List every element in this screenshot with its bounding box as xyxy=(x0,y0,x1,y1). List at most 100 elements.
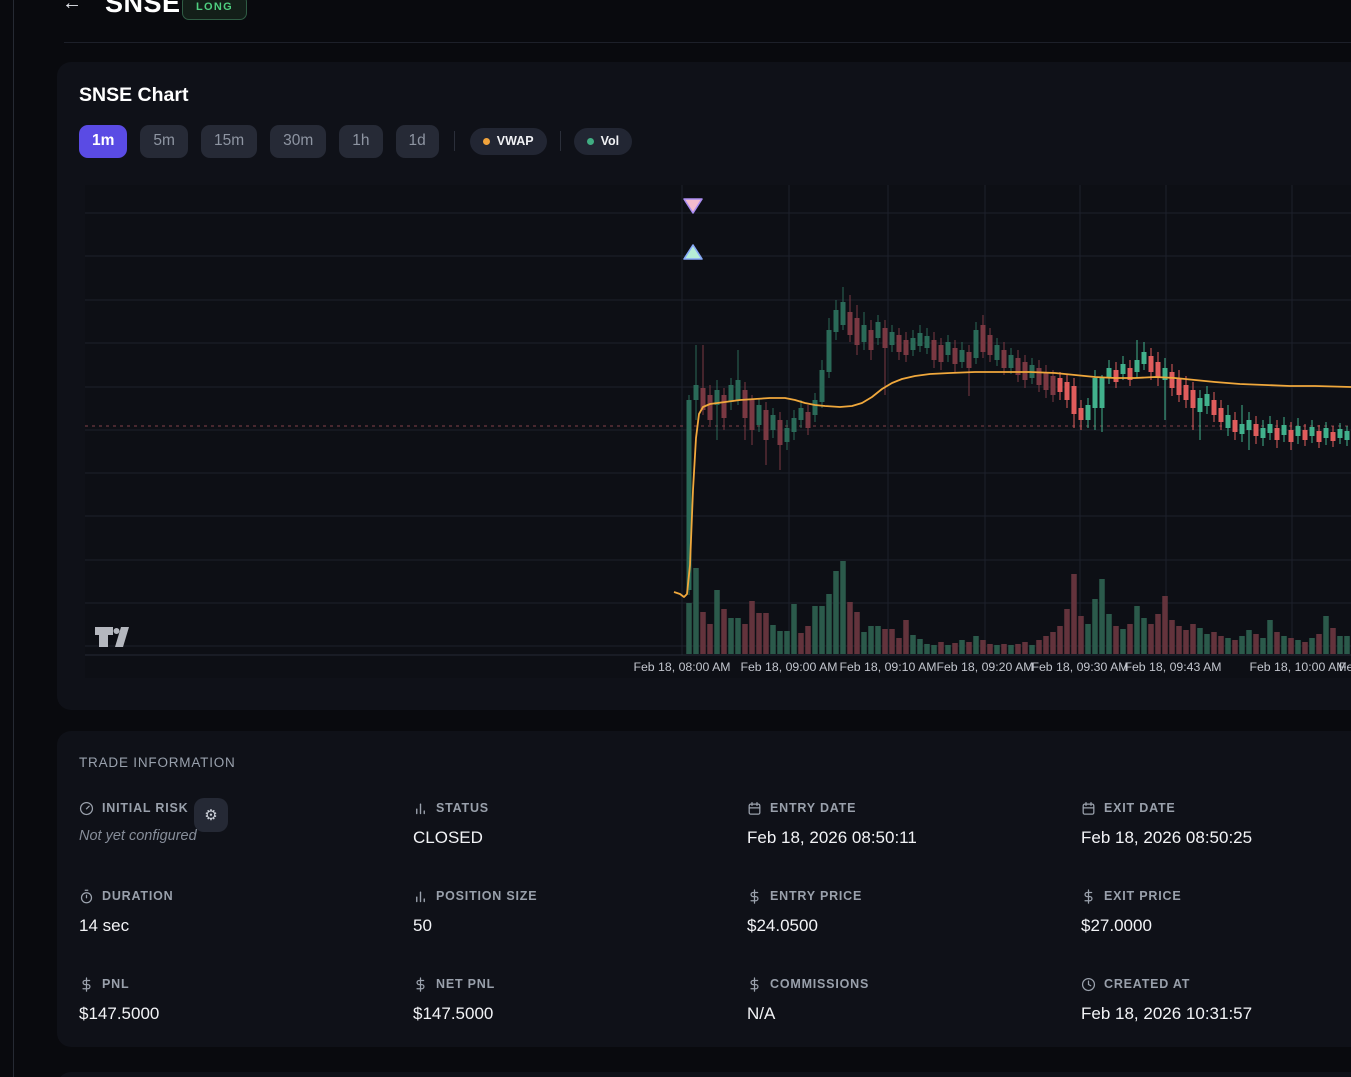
info-label-row: POSITION SIZE xyxy=(413,888,747,904)
svg-text:Feb 18, 10:00 AM: Feb 18, 10:00 AM xyxy=(1249,660,1346,674)
info-value: $27.0000 xyxy=(1081,916,1152,935)
indicator-label: VWAP xyxy=(496,134,534,148)
info-label-row: EXIT PRICE xyxy=(1081,888,1351,904)
entry-buy-marker-icon xyxy=(683,244,703,260)
bar-chart-icon xyxy=(413,801,428,816)
chart-title: SNSE Chart xyxy=(79,84,189,106)
info-label: INITIAL RISK xyxy=(102,801,189,815)
info-cell-commissions: COMMISSIONS N/A xyxy=(747,976,1081,1064)
volume-bars-layer xyxy=(686,561,1350,654)
info-label-row: DURATION xyxy=(79,888,413,904)
info-label-row: STATUS xyxy=(413,800,747,816)
info-value: $147.5000 xyxy=(413,1004,494,1023)
info-value: Feb 18, 2026 10:31:57 xyxy=(1081,1004,1253,1023)
info-label-row: ENTRY PRICE xyxy=(747,888,1081,904)
timeframe-button-30m[interactable]: 30m xyxy=(270,124,327,158)
info-label: CREATED AT xyxy=(1104,977,1191,991)
info-label: PNL xyxy=(102,977,130,991)
info-label: NET PNL xyxy=(436,977,496,991)
info-cell-entry-price: ENTRY PRICE $24.0500 xyxy=(747,888,1081,976)
info-value: 14 sec xyxy=(79,916,130,935)
clock-icon xyxy=(1081,977,1096,992)
long-badge: LONG xyxy=(182,0,247,20)
top-header: ← SNSE LONG xyxy=(14,0,1351,43)
dollar-icon xyxy=(79,976,94,992)
svg-text:Feb 18, 09:10 AM: Feb 18, 09:10 AM xyxy=(839,660,936,674)
indicator-toggle-vol[interactable]: Vol xyxy=(573,127,633,155)
stopwatch-icon xyxy=(79,889,94,904)
info-cell-net-pnl: NET PNL $147.5000 xyxy=(413,976,747,1064)
info-cell-initial-risk: INITIAL RISK ⚙ Not yet configured xyxy=(79,798,413,888)
info-value: Not yet configured xyxy=(79,828,197,844)
vol-dot-icon xyxy=(586,137,594,145)
info-label-row: NET PNL xyxy=(413,976,747,992)
svg-text:Feb 18, 09:43 AM: Feb 18, 09:43 AM xyxy=(1124,660,1221,674)
info-label: EXIT DATE xyxy=(1104,801,1176,815)
timeframe-button-1h[interactable]: 1h xyxy=(339,124,383,158)
svg-text:Feb: Feb xyxy=(1339,660,1351,674)
info-cell-exit-price: EXIT PRICE $27.0000 xyxy=(1081,888,1351,976)
info-label: ENTRY PRICE xyxy=(770,889,863,903)
svg-text:Feb 18, 09:00 AM: Feb 18, 09:00 AM xyxy=(740,660,837,674)
initial-risk-settings-button[interactable]: ⚙ xyxy=(194,798,228,832)
indicator-label: Vol xyxy=(600,134,620,148)
page-title: SNSE xyxy=(105,0,181,18)
bar-chart-icon xyxy=(413,889,428,904)
info-cell-created-at: CREATED AT Feb 18, 2026 10:31:57 xyxy=(1081,976,1351,1064)
price-chart[interactable]: Feb 18, 08:00 AM Feb 18, 09:00 AM Feb 18, … xyxy=(85,185,1351,678)
time-axis-labels: Feb 18, 08:00 AM Feb 18, 09:00 AM Feb 18, … xyxy=(633,660,1351,674)
info-value: CLOSED xyxy=(413,828,483,847)
info-label-row: CREATED AT xyxy=(1081,976,1351,992)
info-cell-duration: DURATION 14 sec xyxy=(79,888,413,976)
timeframe-button-5m[interactable]: 5m xyxy=(140,124,188,158)
info-value: $24.0500 xyxy=(747,916,818,935)
info-label: STATUS xyxy=(436,801,489,815)
header-divider xyxy=(64,42,1351,43)
info-cell-position-size: POSITION SIZE 50 xyxy=(413,888,747,976)
info-value: Feb 18, 2026 08:50:25 xyxy=(1081,828,1253,847)
info-cell-pnl: PNL $147.5000 xyxy=(79,976,413,1064)
info-label-row: COMMISSIONS xyxy=(747,976,1081,992)
exit-sell-marker-icon xyxy=(683,198,703,214)
dollar-icon xyxy=(413,976,428,992)
calendar-icon xyxy=(747,801,762,816)
info-value: Feb 18, 2026 08:50:11 xyxy=(747,828,917,847)
dollar-icon xyxy=(1081,888,1096,904)
info-label: DURATION xyxy=(102,889,174,903)
indicator-divider xyxy=(559,131,561,151)
trade-info-title: TRADE INFORMATION xyxy=(79,755,236,770)
svg-text:Feb 18, 09:30 AM: Feb 18, 09:30 AM xyxy=(1031,660,1128,674)
trade-info-card: TRADE INFORMATION INITIAL RISK ⚙ Not yet c… xyxy=(57,731,1351,1047)
next-card-partial xyxy=(57,1072,1351,1077)
trade-info-grid: INITIAL RISK ⚙ Not yet configured STATUS CLO… xyxy=(79,798,1351,1064)
sidebar-edge xyxy=(0,0,14,1077)
indicator-group: VWAP Vol xyxy=(469,127,633,155)
info-value: N/A xyxy=(747,1004,776,1023)
calendar-icon xyxy=(1081,801,1096,816)
info-label-row: EXIT DATE xyxy=(1081,800,1351,816)
info-value: 50 xyxy=(413,916,432,935)
info-label: EXIT PRICE xyxy=(1104,889,1182,903)
timeframe-button-1d[interactable]: 1d xyxy=(395,124,439,158)
dollar-icon xyxy=(747,888,762,904)
info-label-row: PNL xyxy=(79,976,413,992)
info-cell-exit-date: EXIT DATE Feb 18, 2026 08:50:25 xyxy=(1081,800,1351,888)
vwap-dot-icon xyxy=(482,137,490,145)
info-label: COMMISSIONS xyxy=(770,977,870,991)
info-cell-entry-date: ENTRY DATE Feb 18, 2026 08:50:11 xyxy=(747,800,1081,888)
gauge-icon xyxy=(79,801,94,816)
vwap-line xyxy=(673,371,1351,598)
timeframe-button-1m[interactable]: 1m xyxy=(79,124,128,158)
svg-text:Feb 18, 09:20 AM: Feb 18, 09:20 AM xyxy=(936,660,1033,674)
dollar-icon xyxy=(747,976,762,992)
tradingview-logo-icon xyxy=(95,627,129,647)
info-label-row: ENTRY DATE xyxy=(747,800,1081,816)
svg-text:Feb 18, 08:00 AM: Feb 18, 08:00 AM xyxy=(633,660,730,674)
back-button[interactable]: ← xyxy=(62,0,82,15)
chart-card: SNSE Chart 1m 5m 15m 30m 1h 1d VWAP Vol Feb 18… xyxy=(57,62,1351,710)
info-label: ENTRY DATE xyxy=(770,801,857,815)
info-label-row: INITIAL RISK xyxy=(79,800,413,816)
indicator-toggle-vwap[interactable]: VWAP xyxy=(469,127,547,155)
info-label: POSITION SIZE xyxy=(436,889,538,903)
timeframe-button-15m[interactable]: 15m xyxy=(200,124,258,158)
